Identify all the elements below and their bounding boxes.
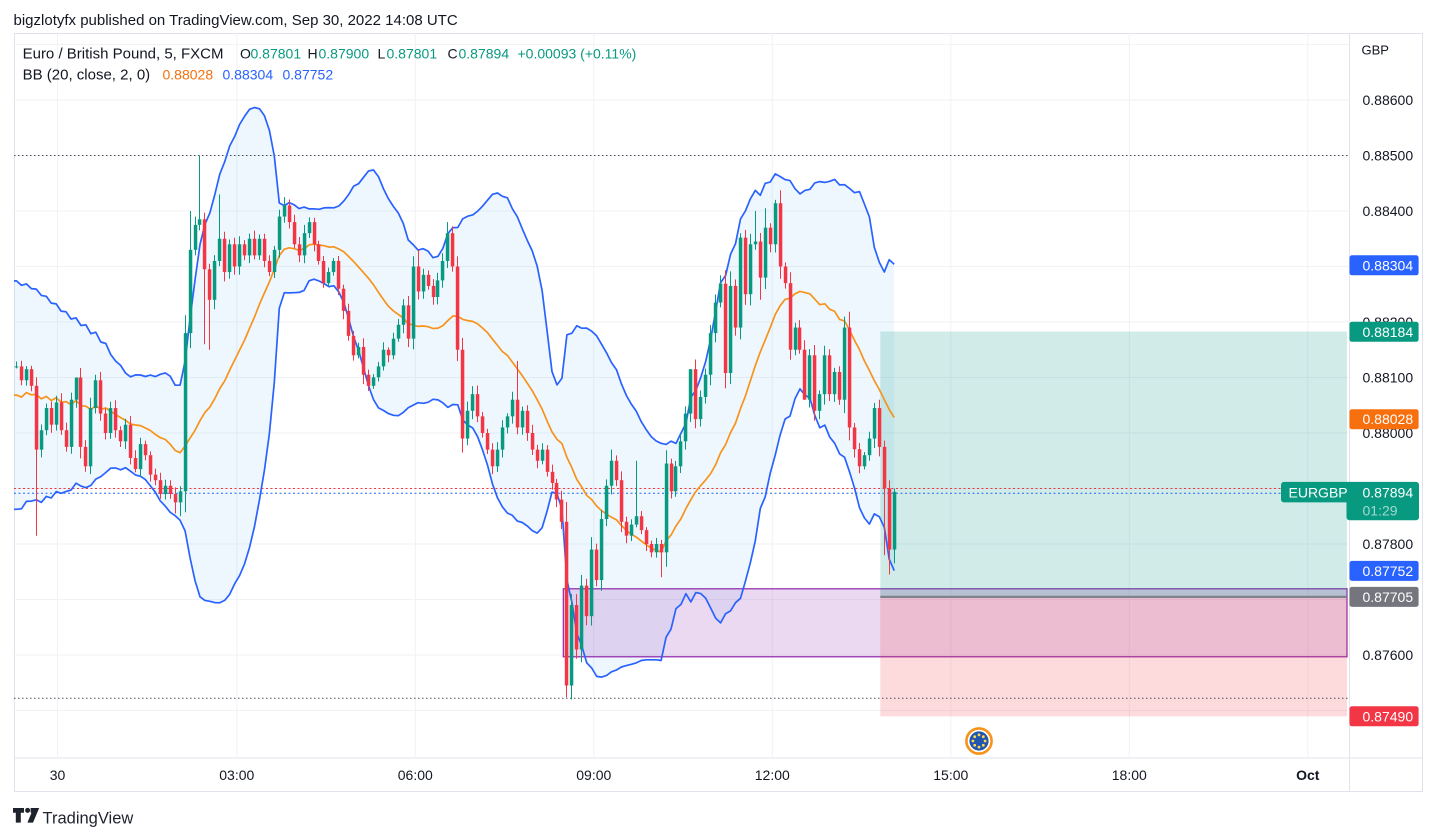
svg-text:06:00: 06:00 [398,767,433,783]
svg-text:0.88400: 0.88400 [1363,203,1414,219]
svg-text:Oct: Oct [1296,767,1320,783]
svg-text:O: O [240,46,251,62]
svg-text:0.87490: 0.87490 [1363,708,1414,724]
svg-text:0.87894: 0.87894 [1363,485,1414,501]
svg-text:0.88304: 0.88304 [223,67,274,83]
svg-text:0.88600: 0.88600 [1363,92,1414,108]
svg-text:0.88304: 0.88304 [1363,257,1414,273]
svg-text:0.88500: 0.88500 [1363,148,1414,164]
svg-text:EURGBP: EURGBP [1289,485,1348,501]
svg-text:0.87800: 0.87800 [1363,536,1414,552]
svg-text:0.87752: 0.87752 [1363,563,1414,579]
svg-text:0.88028: 0.88028 [1363,411,1414,427]
svg-text:15:00: 15:00 [933,767,968,783]
svg-text:09:00: 09:00 [576,767,611,783]
svg-text:01:29: 01:29 [1363,503,1398,519]
svg-text:0.87900: 0.87900 [319,46,370,62]
svg-text:0.88184: 0.88184 [1363,324,1414,340]
svg-text:0.87801: 0.87801 [387,46,438,62]
svg-text:BB (20, close, 2, 0): BB (20, close, 2, 0) [23,67,151,84]
svg-text:L: L [378,46,386,62]
svg-text:30: 30 [50,767,66,783]
svg-text:H: H [308,46,318,62]
svg-text:C: C [448,46,458,62]
svg-text:+0.00093 (+0.11%): +0.00093 (+0.11%) [518,46,637,62]
svg-text:18:00: 18:00 [1112,767,1147,783]
svg-text:0.87894: 0.87894 [459,46,510,62]
svg-text:0.87752: 0.87752 [283,67,334,83]
svg-text:bigzlotyfx published on Tradin: bigzlotyfx published on TradingView.com,… [14,12,458,29]
svg-text:GBP: GBP [1362,43,1389,58]
svg-text:03:00: 03:00 [219,767,254,783]
svg-text:0.87705: 0.87705 [1363,589,1414,605]
svg-text:12:00: 12:00 [755,767,790,783]
svg-text:0.87801: 0.87801 [251,46,302,62]
svg-text:0.88028: 0.88028 [163,67,214,83]
svg-text:Euro / British Pound, 5, FXCM: Euro / British Pound, 5, FXCM [23,46,224,63]
svg-text:0.88100: 0.88100 [1363,370,1414,386]
svg-text:0.87600: 0.87600 [1363,647,1414,663]
svg-text:TradingView: TradingView [43,810,134,828]
